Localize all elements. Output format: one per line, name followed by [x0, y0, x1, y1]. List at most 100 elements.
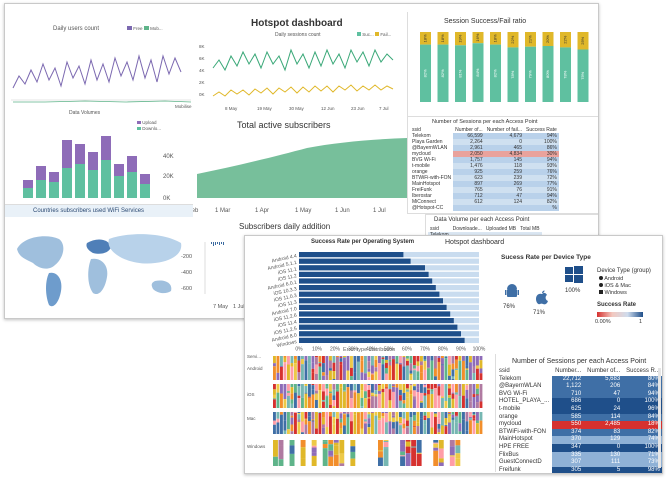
- daily-addition-card: Subscribers daily addition -200 -400 -60…: [181, 218, 407, 318]
- os-bar[interactable]: [299, 252, 404, 258]
- error-segment: [318, 412, 322, 413]
- table-cell: 259: [484, 169, 524, 175]
- table-row[interactable]: HOTEL_PLAYA_... 686 0 100%: [496, 398, 662, 406]
- android-icon: [505, 284, 519, 297]
- col-header-sessions[interactable]: Number of...: [455, 127, 483, 133]
- table-row[interactable]: mycloud 550 2,485 18%: [496, 421, 662, 429]
- error-segment: [322, 448, 328, 466]
- error-segment: [278, 440, 284, 446]
- error-segment: [402, 403, 406, 408]
- fail-label: 18%: [423, 34, 428, 42]
- table-cell: Freifunk: [499, 466, 521, 473]
- table-row[interactable]: @BayernWLAN 1,122 206 84%: [496, 383, 662, 391]
- os-bar[interactable]: [299, 304, 447, 310]
- os-bar[interactable]: [299, 324, 458, 330]
- os-bar[interactable]: [299, 331, 461, 337]
- col-header-success-rate[interactable]: Success Rate: [525, 127, 557, 133]
- error-segment: [350, 398, 353, 408]
- os-bar[interactable]: [299, 318, 454, 324]
- table-row[interactable]: t-mobile 1,476 118 93%: [410, 163, 559, 169]
- fail-bar: [420, 32, 431, 45]
- table-cell: 4,679: [484, 133, 524, 139]
- table-row[interactable]: MainHotspot 370 129 74%: [496, 436, 662, 444]
- table-row[interactable]: Freifunk 305 5 98%: [496, 466, 662, 473]
- error-segment: [339, 357, 343, 359]
- table-row[interactable]: HPE FREE 347 0 100%: [496, 443, 662, 452]
- error-segment: [413, 427, 416, 434]
- sessions-ytick: 2K: [199, 80, 205, 85]
- col-header-success-rate[interactable]: Success R...: [626, 368, 660, 374]
- col-header-ssid[interactable]: ssid: [412, 127, 421, 133]
- os-bar[interactable]: [299, 278, 433, 284]
- error-segment: [400, 456, 406, 466]
- error-segment: [329, 404, 332, 408]
- col-header-total[interactable]: Total MB: [520, 226, 540, 232]
- table-row[interactable]: @BayernWLAN 2,961 465 86%: [410, 145, 559, 151]
- error-segment: [374, 371, 378, 380]
- error-segment: [476, 402, 479, 408]
- error-segment: [479, 412, 483, 421]
- os-bar[interactable]: [299, 311, 451, 317]
- error-segment: [479, 392, 483, 402]
- table-row[interactable]: orange 925 259 76%: [410, 169, 559, 175]
- table-row[interactable]: MiConnect 612 124 82%: [410, 199, 559, 205]
- col-header-fails[interactable]: Number of...: [587, 368, 621, 374]
- error-segment: [448, 384, 451, 387]
- error-segment: [400, 444, 406, 452]
- table-row[interactable]: Telekom 66,599 4,679 94%: [410, 133, 559, 139]
- col-header-ssid[interactable]: ssid: [430, 226, 439, 232]
- download-bar: [36, 180, 46, 198]
- table-row[interactable]: mycloud 2,050 4,834 30%: [410, 151, 559, 157]
- table-row[interactable]: FreiFunk 765 76 91%: [410, 187, 559, 193]
- table-scrollbar[interactable]: [658, 368, 661, 468]
- ios-rate: 71%: [533, 310, 546, 316]
- table-row[interactable]: Iberostar 712 47 94%: [410, 193, 559, 199]
- table-row[interactable]: BTWiFi-with-FON 374 83 82%: [496, 428, 662, 437]
- error-segment: [346, 387, 350, 408]
- sessions-chart: [212, 48, 394, 97]
- col-header-uploaded[interactable]: Uploaded MB: [485, 226, 517, 232]
- error-segment: [353, 384, 357, 391]
- table-row[interactable]: GuestConnectD 307 111 73%: [496, 459, 662, 467]
- legend-upload: Upload: [142, 120, 157, 125]
- table-row[interactable]: t-mobile 625 24 96%: [496, 405, 662, 414]
- table-row[interactable]: BVG Wi-Fi 710 47 94%: [496, 390, 662, 399]
- os-bar[interactable]: [299, 271, 429, 277]
- os-bar[interactable]: [299, 337, 465, 343]
- table-row[interactable]: FlixBus 335 130 71%: [496, 451, 662, 460]
- col-header-ssid[interactable]: ssid: [499, 368, 510, 374]
- table-row[interactable]: Telekom 22,712 5,683 80%: [496, 375, 662, 384]
- os-bar[interactable]: [299, 258, 411, 264]
- os-bar[interactable]: [299, 291, 440, 297]
- col-header-sessions[interactable]: Number...: [555, 368, 582, 374]
- table-cell: 0: [584, 398, 624, 406]
- error-segment: [276, 422, 280, 434]
- table-cell: t-mobile: [499, 405, 521, 412]
- os-bar[interactable]: [299, 298, 443, 304]
- table-row[interactable]: MainHotspot 897 269 77%: [410, 181, 559, 187]
- error-segment: [287, 429, 290, 434]
- success-label: 81%: [458, 69, 463, 77]
- sessions-xtick: 23 Jun: [351, 106, 365, 111]
- table-row[interactable]: orange 585 114 84%: [496, 413, 662, 422]
- os-bar[interactable]: [299, 265, 425, 271]
- error-segment: [455, 368, 458, 371]
- table-row[interactable]: BTWiFi-with-FON 623 239 72%: [410, 175, 559, 181]
- col-header-fails[interactable]: Number of fail...: [486, 127, 522, 133]
- table-row[interactable]: Playa Garden 2,264 0 100%: [410, 139, 559, 145]
- error-segment: [283, 363, 287, 380]
- col-header-downloaded[interactable]: Downloade...: [452, 226, 482, 232]
- error-segment: [451, 419, 455, 434]
- error-segment: [423, 420, 427, 425]
- table-row[interactable]: BVG Wi-Fi 1,757 145 94%: [410, 157, 559, 163]
- table-row[interactable]: @Hotspot-CC%: [410, 205, 559, 211]
- error-segment: [273, 366, 276, 380]
- addition-ytick: -600: [181, 286, 193, 292]
- os-bar[interactable]: [299, 285, 436, 291]
- error-segment: [329, 384, 332, 392]
- error-segment: [416, 384, 420, 387]
- error-segment: [451, 378, 455, 380]
- error-segment: [294, 363, 297, 380]
- error-segment: [360, 428, 364, 434]
- error-segment: [311, 412, 315, 419]
